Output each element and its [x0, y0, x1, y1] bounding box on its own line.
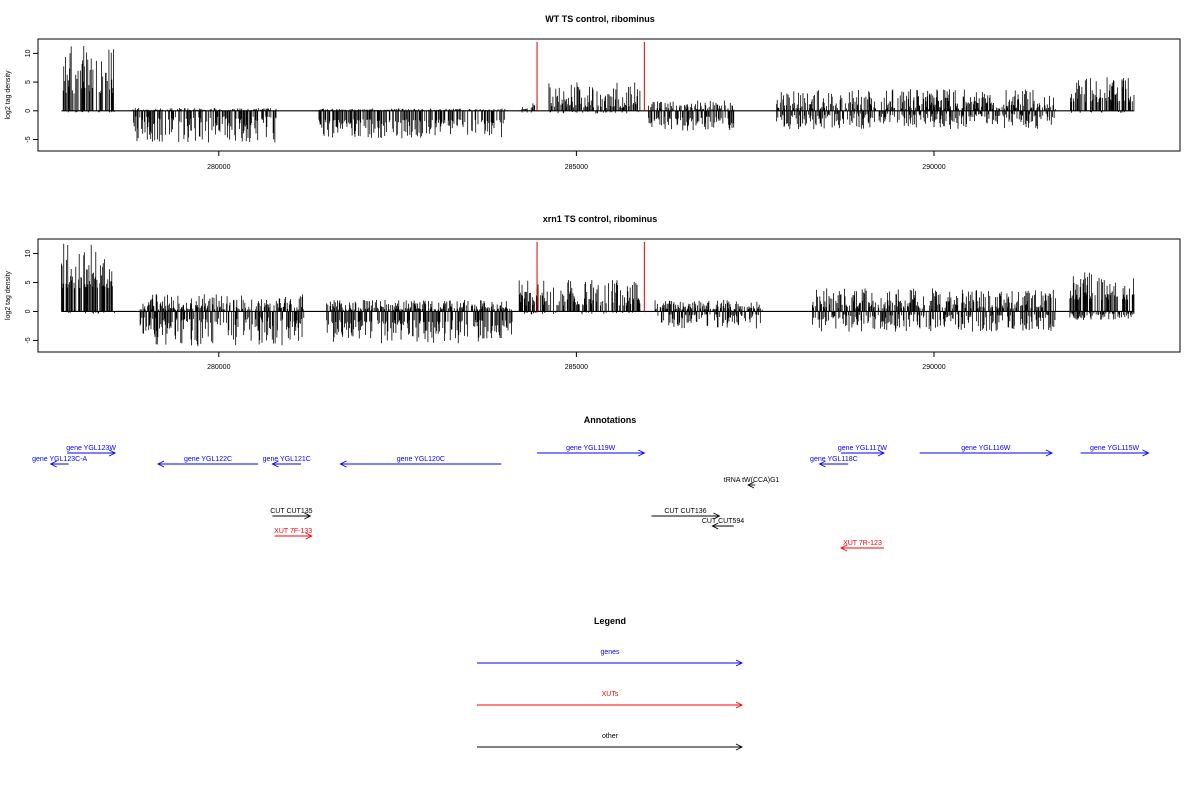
y-tick-label: 0	[25, 109, 32, 113]
feature-label: CUT CUT135	[270, 508, 312, 515]
feature-arrowhead	[157, 460, 165, 468]
feature-arrowhead	[1142, 449, 1150, 457]
legend-arrowhead	[735, 743, 744, 751]
feature-label: gene YGL118C	[810, 456, 858, 463]
y-tick-label: 5	[25, 280, 32, 284]
feature-arrowhead	[747, 481, 755, 489]
x-tick-label: 285000	[565, 364, 588, 371]
chart-title: WT TS control, ribominus	[545, 14, 655, 24]
annotations-track: Annotations gene YGL123W gene YGL123C-A gen…	[32, 415, 1150, 552]
legend-item-label: genes	[600, 649, 620, 656]
feature-label: tRNA tW(CCA)G1	[724, 477, 780, 484]
feature-label: gene YGL123C-A	[32, 456, 87, 463]
y-tick-label: -5	[25, 136, 32, 142]
feature-label: XUT 7F-133	[274, 528, 312, 535]
feature-label: gene YGL119W	[566, 445, 616, 452]
legend-arrowhead	[735, 701, 744, 709]
feature-arrowhead	[711, 522, 719, 530]
feature-label: gene YGL117W	[838, 445, 888, 452]
x-tick-label: 280000	[207, 364, 230, 371]
legend-item-label: XUTs	[602, 691, 619, 698]
feature-arrowhead	[49, 460, 57, 468]
feature-arrowhead	[1045, 449, 1053, 457]
feature-label: gene YGL121C	[263, 456, 311, 463]
legend-arrowhead	[735, 659, 744, 667]
panel-wt-ts-control: WT TS control, ribominus -5 0 5 10 log2 tag d…	[5, 14, 1181, 171]
y-tick-label: -5	[25, 337, 32, 343]
feature-label: gene YGL123W	[66, 445, 116, 452]
y-tick-label: 10	[25, 49, 32, 57]
chart-title: xrn1 TS control, ribominus	[543, 214, 658, 224]
feature-arrowhead	[638, 449, 646, 457]
y-axis-label: log2 tag density	[5, 70, 12, 120]
feature-arrowhead	[305, 532, 313, 540]
x-tick-label: 290000	[922, 364, 945, 371]
panel-xrn1-ts-control: xrn1 TS control, ribominus -5 0 5 10 log2 tag…	[5, 214, 1181, 371]
feature-arrowhead	[339, 460, 347, 468]
x-tick-label: 290000	[922, 164, 945, 171]
feature-label: gene YGL115W	[1090, 445, 1140, 452]
y-axis-label: log2 tag density	[5, 270, 12, 320]
annotations-title: Annotations	[584, 415, 637, 425]
feature-label: CUT CUT136	[664, 508, 706, 515]
feature-arrowhead	[840, 544, 848, 552]
feature-label: CUT CUT594	[702, 518, 744, 525]
feature-arrowhead	[818, 460, 826, 468]
feature-arrowhead	[271, 460, 279, 468]
legend-panel: Legend genes XUTs other	[477, 616, 744, 751]
feature-arrowhead	[877, 449, 885, 457]
legend-item-label: other	[602, 733, 619, 740]
plot-frame	[37, 238, 1181, 353]
x-tick-label: 285000	[565, 164, 588, 171]
y-tick-label: 10	[25, 249, 32, 257]
feature-label: gene YGL116W	[961, 445, 1011, 452]
feature-arrowhead	[108, 449, 117, 457]
legend-title: Legend	[594, 616, 626, 626]
y-tick-label: 0	[25, 309, 32, 313]
plot-frame	[37, 38, 1181, 152]
feature-arrowhead	[713, 512, 721, 520]
x-tick-label: 280000	[207, 164, 230, 171]
feature-label: gene YGL122C	[184, 456, 232, 463]
feature-arrowhead	[304, 512, 312, 520]
feature-label: gene YGL120C	[397, 456, 445, 463]
y-tick-label: 5	[25, 80, 32, 84]
feature-label: XUT 7R-123	[843, 540, 882, 547]
